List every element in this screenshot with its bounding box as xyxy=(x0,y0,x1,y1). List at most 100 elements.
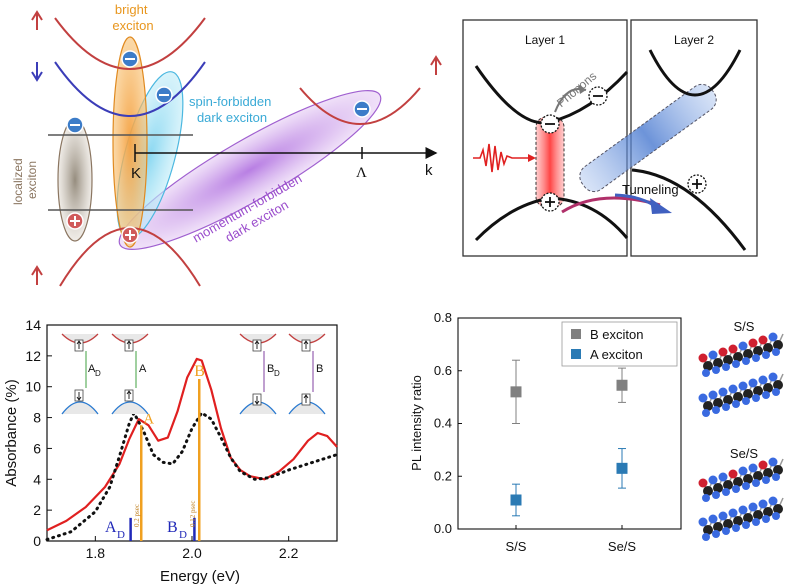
line-label-a: A xyxy=(143,411,154,427)
atom xyxy=(722,363,730,371)
line-label-b: B xyxy=(194,363,205,380)
structures-panel: S/S Se/S xyxy=(698,319,784,541)
inset-bd: B D xyxy=(239,333,280,415)
pl-ytick-label: 0.8 xyxy=(434,310,452,325)
pl-point-a-exciton xyxy=(616,462,628,474)
atom xyxy=(723,395,733,405)
red-exciton-bar xyxy=(535,116,565,208)
atom xyxy=(742,482,750,490)
line-label-ad-main: A xyxy=(105,519,117,536)
absorbance-red-curve xyxy=(46,357,338,532)
atom xyxy=(732,524,740,532)
atom xyxy=(718,387,728,397)
inset-b-label: B xyxy=(316,363,323,375)
atom xyxy=(728,384,738,394)
spin-line2: dark exciton xyxy=(197,110,267,125)
atom xyxy=(752,518,760,526)
atom xyxy=(718,511,728,521)
atom xyxy=(698,393,708,403)
atom xyxy=(708,350,718,360)
atom xyxy=(768,457,778,467)
atom xyxy=(748,502,758,512)
pl-point-b-exciton xyxy=(510,386,522,398)
inset-bd-sub: D xyxy=(274,369,280,378)
atom xyxy=(722,527,730,535)
layer2-hole xyxy=(687,174,707,194)
valence-hole xyxy=(121,226,139,244)
phonon-arrowhead xyxy=(578,84,586,94)
atom xyxy=(713,358,723,368)
abs-ytick-label: 2 xyxy=(33,502,41,518)
atom xyxy=(763,468,773,478)
bright-electron xyxy=(121,50,139,68)
exciton-band-diagram: K Λ k bright exciton spin-forbidden dark… xyxy=(11,2,442,287)
abs-ytick-label: 6 xyxy=(33,440,41,456)
pl-point-b-exciton xyxy=(616,379,628,391)
ses-structure-label: Se/S xyxy=(730,446,759,461)
atom xyxy=(732,360,740,368)
inset-a: A xyxy=(111,333,149,415)
atom xyxy=(758,375,768,385)
absorbance-xlabel: Energy (eV) xyxy=(160,568,240,585)
pl-xtick-label: S/S xyxy=(506,539,527,554)
localized-electron xyxy=(66,116,84,134)
legend-b-label: B exciton xyxy=(590,327,643,342)
absorbance-series xyxy=(45,357,339,541)
atom xyxy=(733,516,743,526)
line-label-bd-sub: D xyxy=(179,529,187,541)
atom xyxy=(732,400,740,408)
atom xyxy=(772,473,780,481)
conduction-band-red xyxy=(54,17,206,70)
bright-line2: exciton xyxy=(112,18,153,33)
legend-a-marker xyxy=(571,349,581,359)
pl-ytick-label: 0.2 xyxy=(434,468,452,483)
bright-exciton-label: bright exciton xyxy=(112,2,153,33)
line-label-ad-sub: D xyxy=(117,529,125,541)
atom xyxy=(748,378,758,388)
atom xyxy=(762,515,770,523)
abs-ytick-label: 8 xyxy=(33,410,41,426)
lambda-point-label: Λ xyxy=(356,165,367,181)
atom xyxy=(743,389,753,399)
abs-xtick-label: 1.8 xyxy=(86,545,106,561)
legend-a-label: A exciton xyxy=(590,347,643,362)
atom xyxy=(698,478,708,488)
pl-ytick-label: 0.6 xyxy=(434,363,452,378)
atom xyxy=(753,346,763,356)
absorbance-ylabel: Absorbance (%) xyxy=(3,379,20,487)
pl-legend: B exciton A exciton xyxy=(561,321,678,367)
spin-down-arrow xyxy=(31,62,43,82)
atom xyxy=(752,394,760,402)
atom xyxy=(723,519,733,529)
layer2-label: Layer 2 xyxy=(674,33,714,47)
atom xyxy=(748,463,758,473)
atom xyxy=(703,401,713,411)
absorbance-transition-lines xyxy=(129,379,201,541)
atom xyxy=(758,335,768,345)
ss-structure-label: S/S xyxy=(734,319,755,334)
lambda-valley-band xyxy=(299,87,421,125)
spin-electron xyxy=(155,86,173,104)
layer1-label: Layer 1 xyxy=(525,33,565,47)
pl-xtick-label: Se/S xyxy=(608,539,637,554)
abs-ytick-label: 14 xyxy=(25,317,41,333)
atom xyxy=(762,351,770,359)
atom xyxy=(712,491,720,499)
legend-box xyxy=(561,321,678,367)
pl-ytick-label: 0.0 xyxy=(434,521,452,536)
atom xyxy=(742,357,750,365)
layer1-hole xyxy=(540,192,560,212)
absorbance-dotted-curve xyxy=(45,411,339,541)
atom xyxy=(738,505,748,515)
bright-line1: bright xyxy=(115,2,148,17)
tunneling-diagram: Layer 1 Layer 2 Phonons Tunneling xyxy=(462,19,758,257)
layer2-valence-band xyxy=(631,168,747,251)
atom xyxy=(703,525,713,535)
atom xyxy=(718,472,728,482)
atom xyxy=(728,344,738,354)
abs-ytick-label: 4 xyxy=(33,471,41,487)
atom xyxy=(773,380,783,390)
atom xyxy=(712,366,720,374)
atom xyxy=(703,361,713,371)
atom xyxy=(738,381,748,391)
